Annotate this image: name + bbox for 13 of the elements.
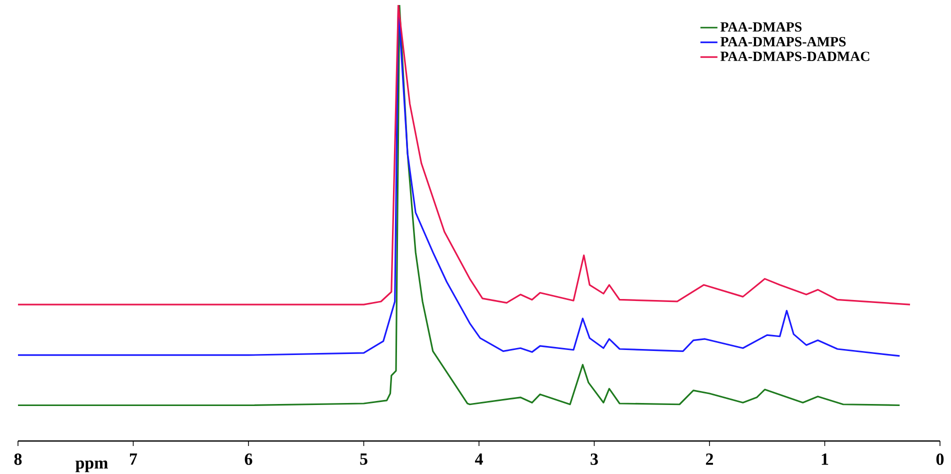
x-tick-label: 1 bbox=[822, 454, 828, 465]
legend-label: PAA-DMAPS-DADMAC bbox=[720, 52, 870, 62]
legend-label: PAA-DMAPS-AMPS bbox=[720, 36, 846, 46]
x-tick-label: 2 bbox=[706, 454, 713, 465]
x-axis-title: ppm bbox=[75, 460, 108, 472]
legend-label: PAA-DMAPS bbox=[720, 22, 802, 32]
x-tick-label: 0 bbox=[936, 454, 944, 465]
x-tick-label: 8 bbox=[14, 454, 22, 465]
x-tick-label: 6 bbox=[244, 454, 252, 465]
x-tick-label: 7 bbox=[130, 454, 138, 465]
x-tick-label: 5 bbox=[360, 454, 368, 465]
x-tick-label: 4 bbox=[474, 454, 483, 465]
x-tick-label: 3 bbox=[590, 454, 598, 465]
